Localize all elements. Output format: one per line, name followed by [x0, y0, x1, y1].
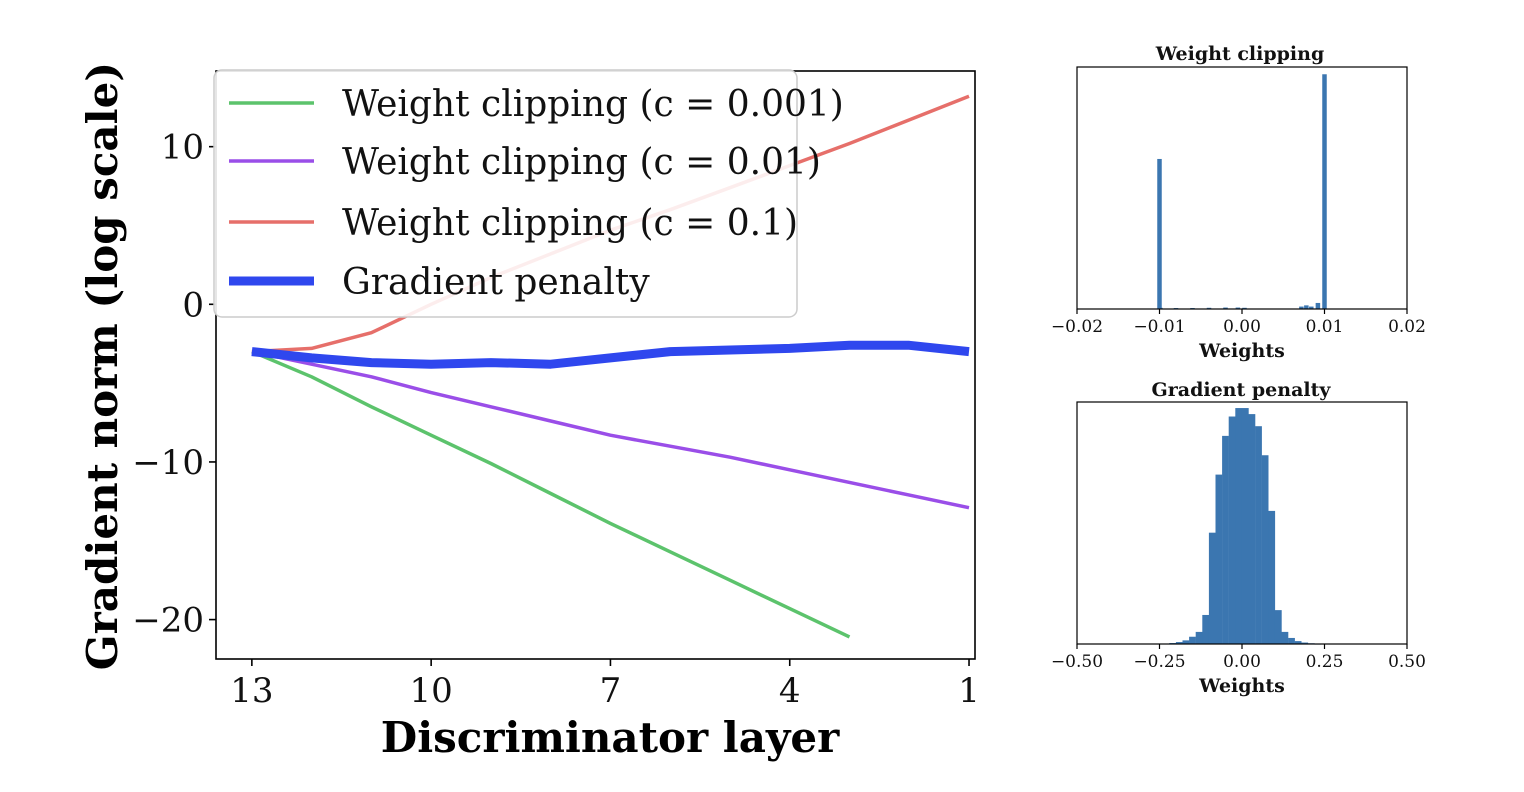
histogram-bar [1301, 642, 1309, 644]
gradient-penalty-histogram: Gradient penalty −0.50 −0.25 0.00 0.25 0.50 … [1051, 379, 1426, 697]
histogram-bar [1288, 637, 1295, 644]
hist2-x-ticks: −0.50 −0.25 0.00 0.25 0.50 [1051, 644, 1426, 672]
histogram-bar [1223, 307, 1228, 309]
hist-x-tick-label: 0.50 [1388, 652, 1426, 672]
hist1-title: Weight clipping [1155, 43, 1324, 65]
histogram-bar [1195, 631, 1203, 644]
legend-label-gradient-penalty: Gradient penalty [342, 262, 650, 303]
histogram-bar [1241, 408, 1249, 644]
histogram-bar [1235, 408, 1243, 644]
histogram-bar [1189, 636, 1196, 644]
histogram-bar [1215, 474, 1223, 644]
x-axis-label: Discriminator layer [381, 713, 840, 762]
series-line-1 [251, 349, 970, 510]
hist-x-tick-label: −0.25 [1133, 652, 1185, 672]
hist-x-tick-label: 0.01 [1306, 317, 1344, 337]
hist1-frame [1076, 66, 1408, 310]
histogram-bar [1304, 305, 1309, 309]
histogram-bar [1206, 307, 1212, 309]
histogram-bar [1309, 306, 1314, 309]
hist-x-tick-label: 0.00 [1223, 317, 1261, 337]
histogram-bar [1228, 416, 1236, 644]
hist-x-tick-label: −0.02 [1051, 317, 1103, 337]
histogram-bar [1157, 158, 1162, 309]
legend-label-clip-001: Weight clipping (c = 0.01) [342, 142, 821, 183]
x-tick-label: 4 [779, 671, 801, 711]
histogram-bar [1281, 631, 1289, 644]
gradient-norm-chart: 10 0 −10 −20 13 10 7 4 1 Gradient norm (log sca… [78, 62, 980, 762]
hist-x-tick-label: −0.01 [1133, 317, 1185, 337]
histogram-bar [1248, 414, 1256, 644]
hist2-x-label: Weights [1198, 675, 1285, 697]
hist1-x-ticks: −0.02 −0.01 0.00 0.01 0.02 [1051, 309, 1426, 337]
histogram-bar [1242, 307, 1247, 309]
histogram-bar [1294, 641, 1302, 644]
hist-x-tick-label: 0.00 [1223, 652, 1261, 672]
x-tick-label: 13 [230, 671, 273, 711]
histogram-bar [1202, 614, 1210, 644]
hist2-title: Gradient penalty [1152, 379, 1332, 401]
legend-box [213, 69, 798, 318]
histogram-bar [1175, 642, 1183, 644]
legend-entry-clip-01: Weight clipping (c = 0.1) [229, 203, 798, 244]
y-tick-label: −10 [132, 443, 204, 483]
y-tick-label: −20 [132, 601, 204, 641]
histogram-bar [1182, 640, 1190, 644]
hist2-bars [1162, 408, 1322, 645]
hist-x-tick-label: −0.50 [1051, 652, 1103, 672]
histogram-bar [1235, 307, 1241, 309]
x-axis-ticks: 13 10 7 4 1 [230, 659, 980, 711]
series-line-3 [251, 340, 970, 369]
legend-entry-clip-0001: Weight clipping (c = 0.001) [229, 84, 844, 125]
histogram-bar [1315, 302, 1321, 309]
legend-entry-clip-001: Weight clipping (c = 0.01) [229, 142, 821, 183]
y-tick-label: 10 [161, 128, 204, 168]
hist1-x-label: Weights [1198, 340, 1285, 362]
legend-label-clip-0001: Weight clipping (c = 0.001) [342, 84, 844, 125]
hist-x-tick-label: 0.02 [1388, 317, 1426, 337]
histogram-bar [1322, 74, 1327, 309]
y-axis-label: Gradient norm (log scale) [78, 62, 127, 670]
series-line-0 [251, 349, 851, 639]
histogram-bar [1274, 610, 1282, 644]
hist1-bars [1157, 74, 1327, 309]
histogram-bar [1255, 426, 1262, 644]
histogram-bar [1299, 306, 1304, 309]
histogram-bar [1268, 510, 1276, 644]
histogram-bar [1222, 435, 1229, 644]
x-tick-label: 1 [958, 671, 980, 711]
hist-x-tick-label: 0.25 [1306, 652, 1344, 672]
legend-label-clip-01: Weight clipping (c = 0.1) [342, 203, 798, 244]
y-axis-ticks: 10 0 −10 −20 [132, 128, 216, 641]
y-tick-label: 0 [182, 285, 204, 325]
histogram-bar [1158, 307, 1163, 309]
x-tick-label: 10 [410, 671, 453, 711]
legend: Weight clipping (c = 0.001) Weight clipp… [213, 69, 844, 318]
histogram-bar [1208, 532, 1216, 644]
legend-entry-gradient-penalty: Gradient penalty [229, 262, 650, 303]
weight-clipping-histogram: Weight clipping −0.02 −0.01 0.00 0.01 0.02 W… [1051, 43, 1426, 362]
histogram-bar [1261, 455, 1269, 644]
x-tick-label: 7 [600, 671, 622, 711]
